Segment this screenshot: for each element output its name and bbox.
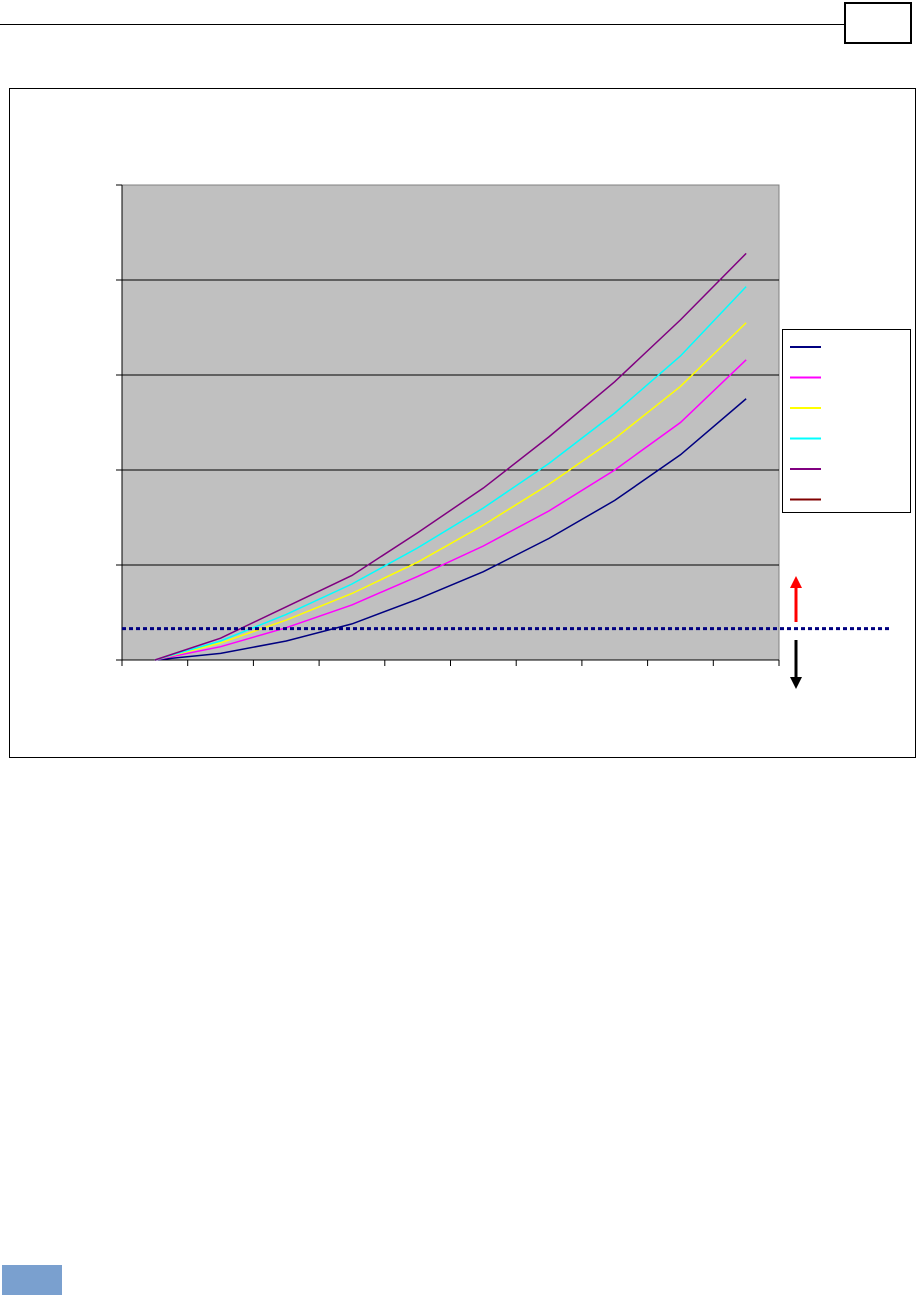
series-line-4 <box>154 286 747 661</box>
series-line-3 <box>154 322 747 661</box>
series-line-2 <box>154 359 747 661</box>
plot-area <box>121 184 780 661</box>
series-line-1 <box>154 398 747 661</box>
page-number-box <box>844 2 912 44</box>
down-arrow-icon <box>790 677 802 689</box>
footer-block <box>2 1265 62 1295</box>
header-rule <box>0 24 844 25</box>
up-arrow-icon <box>790 576 802 588</box>
legend <box>782 329 911 513</box>
series-line-5 <box>154 252 747 661</box>
